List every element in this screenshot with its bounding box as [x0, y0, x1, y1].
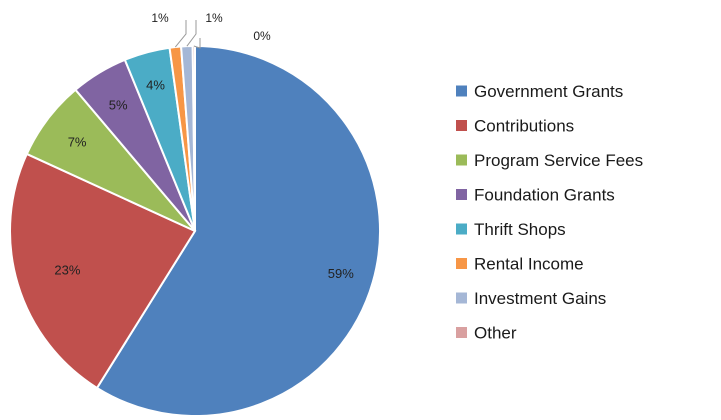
callout-line-rental-income — [174, 20, 187, 48]
legend-swatch-thrift-shops — [456, 223, 467, 235]
slice-label-other: 0% — [253, 29, 271, 43]
legend-swatch-rental-income — [456, 258, 467, 269]
legend-swatch-investment-gains — [456, 292, 467, 304]
legend-label-thrift-shops: Thrift Shops — [474, 220, 566, 239]
callout-lines — [174, 20, 201, 49]
legend-swatch-other — [456, 327, 467, 338]
legend-label-government-grants: Government Grants — [474, 82, 623, 101]
slice-label-investment-gains: 1% — [205, 11, 223, 25]
legend-swatch-foundation-grants — [456, 189, 467, 200]
legend-swatch-program-service-fees — [456, 154, 467, 166]
slice-label-thrift-shops: 4% — [146, 78, 165, 93]
slice-label-foundation-grants: 5% — [109, 98, 128, 113]
slice-labels: 59% 23% 7% 5% 4% 1% 1% 0% — [54, 11, 354, 281]
slice-label-rental-income: 1% — [151, 11, 169, 25]
legend-label-investment-gains: Investment Gains — [474, 289, 606, 308]
slice-label-contributions: 23% — [54, 262, 80, 277]
legend-swatch-government-grants — [456, 85, 467, 97]
callout-line-other — [193, 38, 201, 49]
legend-label-program-service-fees: Program Service Fees — [474, 151, 643, 170]
legend-label-rental-income: Rental Income — [474, 255, 584, 274]
pie-slices — [9, 44, 381, 417]
slice-label-government-grants: 59% — [328, 266, 354, 281]
legend-label-foundation-grants: Foundation Grants — [474, 186, 615, 205]
legend-label-contributions: Contributions — [474, 117, 574, 136]
pie-slice-contributions — [9, 152, 197, 390]
callout-line-investment-gains — [186, 20, 197, 47]
legend-label-other: Other — [474, 324, 517, 343]
legend: Government Grants Contributions Program Se… — [456, 82, 643, 343]
slice-label-program-service-fees: 7% — [68, 135, 87, 150]
legend-swatch-contributions — [456, 120, 467, 131]
